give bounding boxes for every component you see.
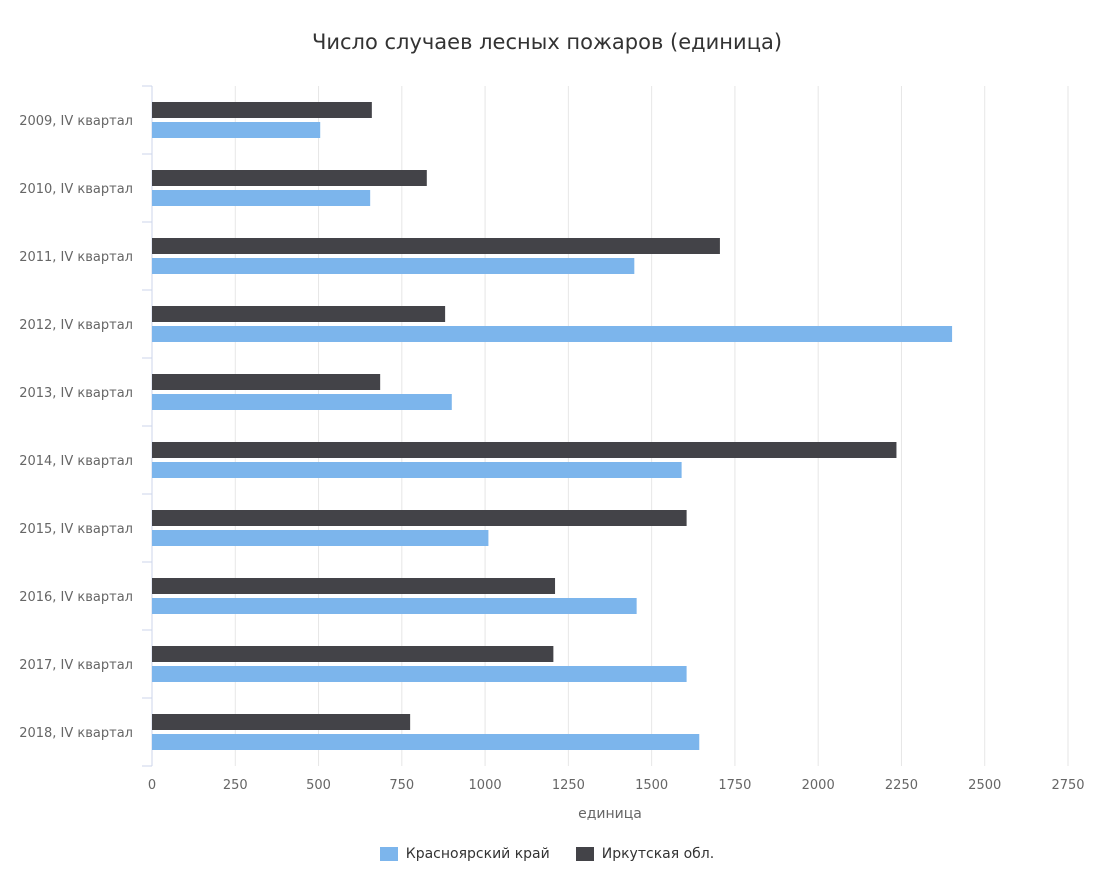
bar — [152, 394, 452, 410]
bar — [152, 578, 556, 594]
bar — [152, 306, 446, 322]
category-label: 2014, IV квартал — [19, 454, 133, 469]
legend-label: Красноярский край — [405, 846, 550, 862]
bar — [152, 374, 381, 390]
category-label: 2016, IV квартал — [19, 590, 133, 605]
legend-item[interactable]: Красноярский край — [379, 846, 550, 862]
bar — [152, 326, 953, 342]
bar — [152, 646, 554, 662]
bar — [152, 102, 372, 118]
bar — [152, 530, 489, 546]
bar — [152, 462, 682, 478]
bar — [152, 510, 687, 526]
legend-swatch — [379, 847, 398, 861]
category-label: 2009, IV квартал — [19, 114, 133, 129]
bar — [152, 190, 371, 206]
x-tick-label: 2500 — [968, 778, 1001, 793]
category-label: 2013, IV квартал — [19, 386, 133, 401]
bar — [152, 238, 720, 254]
x-tick-label: 750 — [389, 778, 414, 793]
category-label: 2012, IV квартал — [19, 318, 133, 333]
x-tick-label: 2000 — [802, 778, 835, 793]
legend: Красноярский край Иркутская обл. — [0, 846, 1094, 862]
x-tick-label: 0 — [148, 778, 156, 793]
category-label: 2011, IV квартал — [19, 250, 133, 265]
x-tick-label: 2250 — [885, 778, 918, 793]
category-label: 2018, IV квартал — [19, 726, 133, 741]
x-axis-title: единица — [578, 806, 642, 822]
x-tick-label: 250 — [223, 778, 248, 793]
bar — [152, 170, 427, 186]
bar — [152, 598, 637, 614]
category-label: 2015, IV квартал — [19, 522, 133, 537]
legend-swatch — [575, 847, 594, 861]
x-tick-label: 1250 — [552, 778, 585, 793]
x-tick-label: 500 — [306, 778, 331, 793]
x-tick-label: 2750 — [1051, 778, 1084, 793]
x-tick-label: 1750 — [718, 778, 751, 793]
x-tick-label: 1000 — [469, 778, 502, 793]
category-label: 2017, IV квартал — [19, 658, 133, 673]
category-label: 2010, IV квартал — [19, 182, 133, 197]
x-tick-label: 1500 — [635, 778, 668, 793]
legend-item[interactable]: Иркутская обл. — [575, 846, 715, 862]
legend-label: Иркутская обл. — [601, 846, 715, 862]
bar — [152, 258, 635, 274]
bar — [152, 122, 321, 138]
bar — [152, 714, 411, 730]
bar — [152, 666, 687, 682]
bar — [152, 442, 897, 458]
chart-title: Число случаев лесных пожаров (единица) — [311, 30, 783, 54]
bar — [152, 734, 700, 750]
